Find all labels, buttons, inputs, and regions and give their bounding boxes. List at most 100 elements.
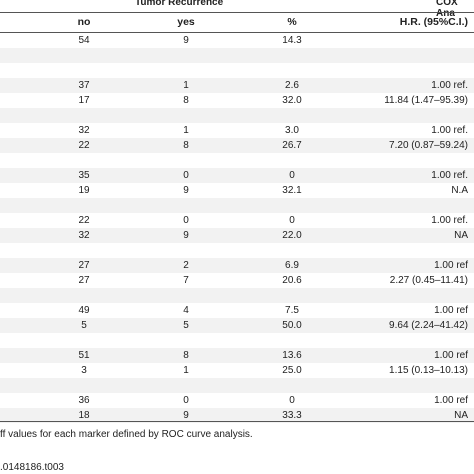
cell-pct: 7.5	[285, 305, 299, 316]
table-row	[0, 63, 474, 78]
cell-no: 32	[78, 230, 90, 241]
table-row: 27 7 20.6 2.27 (0.45–11.41)	[0, 273, 474, 288]
cell-hr: 7.20 (0.87–59.24)	[389, 140, 468, 151]
cell-yes: 8	[183, 140, 189, 151]
cell-hr: 1.00 ref	[434, 305, 468, 316]
cell-hr: 1.00 ref	[434, 395, 468, 406]
cell-no: 27	[78, 275, 90, 286]
cell-no: 18	[78, 410, 90, 421]
cell-no: 32	[78, 125, 90, 136]
column-header-hr: H.R. (95%C.I.)	[399, 16, 468, 28]
table-row: 32 9 22.0 NA	[0, 228, 474, 243]
column-header-row: no yes % H.R. (95%C.I.)	[0, 14, 474, 31]
group-header-tumor-recurrence: Tumor Recurrence	[135, 0, 224, 8]
cell-pct: 6.9	[285, 260, 299, 271]
cell-hr: 9.64 (2.24–41.42)	[389, 320, 468, 331]
table-row	[0, 108, 474, 123]
column-header-yes: yes	[177, 16, 195, 28]
table-row: 17 8 32.0 11.84 (1.47–95.39)	[0, 93, 474, 108]
table-row	[0, 153, 474, 168]
table-row: 27 2 6.9 1.00 ref	[0, 258, 474, 273]
cell-pct: 22.0	[282, 230, 302, 241]
table-footnote: ff values for each marker defined by ROC…	[0, 429, 253, 440]
cell-yes: 9	[183, 410, 189, 421]
table-row	[0, 378, 474, 393]
cell-hr: NA	[454, 410, 468, 421]
cell-no: 22	[78, 215, 90, 226]
cell-pct: 25.0	[282, 365, 302, 376]
table-rule-bottom	[0, 421, 474, 422]
cell-pct: 20.6	[282, 275, 302, 286]
cell-hr: 1.15 (0.13–10.13)	[389, 365, 468, 376]
cell-no: 37	[78, 80, 90, 91]
cell-pct: 2.6	[285, 80, 299, 91]
cell-hr: NA	[454, 230, 468, 241]
cell-hr: 1.00 ref.	[431, 125, 468, 136]
table-row: 22 8 26.7 7.20 (0.87–59.24)	[0, 138, 474, 153]
cell-yes: 8	[183, 95, 189, 106]
table-row: 37 1 2.6 1.00 ref.	[0, 78, 474, 93]
cell-yes: 5	[183, 320, 189, 331]
table-row	[0, 198, 474, 213]
cell-yes: 1	[183, 125, 189, 136]
cell-pct: 33.3	[282, 410, 302, 421]
table-row: 18 9 33.3 NA	[0, 408, 474, 423]
cell-pct: 50.0	[282, 320, 302, 331]
cell-hr: 1.00 ref	[434, 260, 468, 271]
table-row: 51 8 13.6 1.00 ref	[0, 348, 474, 363]
cell-yes: 4	[183, 305, 189, 316]
table-doi: .0148186.t003	[0, 462, 64, 473]
cell-no: 3	[81, 365, 87, 376]
cell-no: 5	[81, 320, 87, 331]
cell-no: 19	[78, 185, 90, 196]
cell-no: 22	[78, 140, 90, 151]
cell-hr: 1.00 ref	[434, 350, 468, 361]
cell-pct: 0	[289, 395, 295, 406]
cell-yes: 1	[183, 80, 189, 91]
cell-pct: 26.7	[282, 140, 302, 151]
cell-no: 54	[78, 35, 90, 46]
table-row: 36 0 0 1.00 ref	[0, 393, 474, 408]
cell-yes: 9	[183, 185, 189, 196]
cell-yes: 2	[183, 260, 189, 271]
table-row: 3 1 25.0 1.15 (0.13–10.13)	[0, 363, 474, 378]
column-header-no: no	[77, 16, 91, 28]
cell-yes: 0	[183, 170, 189, 181]
cell-no: 17	[78, 95, 90, 106]
cell-hr: 1.00 ref.	[431, 170, 468, 181]
table-row	[0, 333, 474, 348]
header-rule-top	[0, 12, 474, 13]
table-row: 35 0 0 1.00 ref.	[0, 168, 474, 183]
group-header-cox-analysis: COX Ana	[436, 0, 458, 19]
cell-no: 51	[78, 350, 90, 361]
cell-yes: 0	[183, 215, 189, 226]
cell-pct: 13.6	[282, 350, 302, 361]
table-row: 22 0 0 1.00 ref.	[0, 213, 474, 228]
table-row: 32 1 3.0 1.00 ref.	[0, 123, 474, 138]
cell-no: 49	[78, 305, 90, 316]
cell-hr: 1.00 ref.	[431, 215, 468, 226]
cell-yes: 9	[183, 35, 189, 46]
cell-yes: 8	[183, 350, 189, 361]
cell-no: 27	[78, 260, 90, 271]
header-rule-bottom	[0, 32, 474, 33]
table-row: 49 4 7.5 1.00 ref	[0, 303, 474, 318]
table-row	[0, 288, 474, 303]
cell-pct: 32.1	[282, 185, 302, 196]
cell-hr: N.A	[451, 185, 468, 196]
cell-yes: 1	[183, 365, 189, 376]
cell-hr: 2.27 (0.45–11.41)	[389, 275, 468, 286]
cell-pct: 0	[289, 215, 295, 226]
table-row: 54 9 14.3	[0, 33, 474, 48]
cell-pct: 0	[289, 170, 295, 181]
table-row	[0, 48, 474, 63]
cell-pct: 3.0	[285, 125, 299, 136]
column-header-pct: %	[287, 16, 297, 28]
table-row: 19 9 32.1 N.A	[0, 183, 474, 198]
cell-pct: 14.3	[282, 35, 302, 46]
table-row	[0, 243, 474, 258]
cell-yes: 9	[183, 230, 189, 241]
table-row: 5 5 50.0 9.64 (2.24–41.42)	[0, 318, 474, 333]
cell-hr: 1.00 ref.	[431, 80, 468, 91]
cell-yes: 7	[183, 275, 189, 286]
